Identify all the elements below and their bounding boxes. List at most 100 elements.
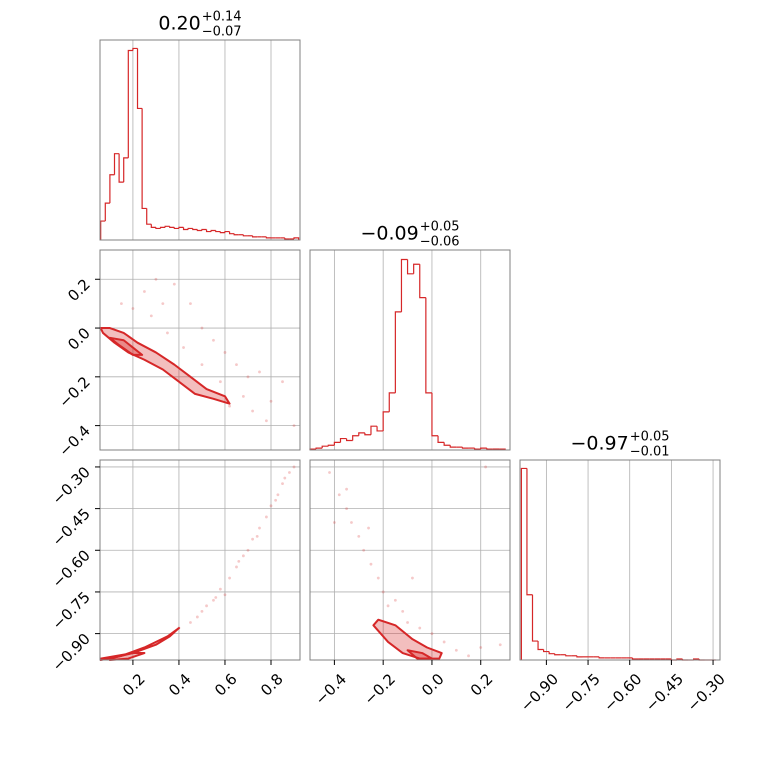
sample-point — [218, 587, 222, 591]
x-tick-label: 0.6 — [211, 670, 241, 700]
y-tick-label: −0.4 — [55, 422, 93, 460]
sample-point — [345, 507, 348, 511]
hist-step — [265, 236, 272, 239]
sample-point — [454, 648, 458, 652]
sample-point — [235, 565, 238, 569]
x-tick-label: −0.90 — [517, 670, 562, 715]
hist-step — [376, 426, 384, 432]
sample-point — [246, 548, 250, 552]
x-tick-label: −0.2 — [360, 670, 398, 708]
sample-point — [195, 615, 199, 619]
hist-step — [443, 442, 451, 446]
sample-point — [274, 498, 278, 502]
hist-step — [520, 467, 527, 660]
hist-step — [141, 108, 147, 210]
hist-step — [486, 448, 493, 450]
hist-step — [461, 447, 469, 449]
sample-point — [393, 598, 397, 602]
sample-point — [120, 302, 123, 306]
title-upper: +0.05 — [420, 220, 460, 235]
y-tick-label: −0.2 — [55, 373, 93, 411]
sample-point — [386, 604, 390, 608]
hist-step — [293, 237, 300, 240]
x-tick-label: −0.45 — [642, 670, 687, 715]
hist-step — [382, 411, 390, 431]
hist-step — [109, 174, 115, 204]
x-tick-label: −0.60 — [600, 670, 645, 715]
sample-point — [212, 598, 215, 602]
sample-point — [258, 370, 261, 374]
sample-point — [369, 562, 373, 566]
hist-step — [192, 228, 198, 231]
sample-point — [131, 307, 135, 310]
sample-point — [218, 380, 222, 384]
sample-point — [328, 471, 331, 474]
hist-step — [425, 297, 432, 394]
hist-step — [182, 227, 189, 231]
hist-step — [127, 49, 133, 158]
hist-step — [576, 655, 583, 658]
sample-point — [288, 471, 291, 474]
sample-point — [251, 537, 254, 541]
sample-point — [345, 487, 348, 491]
hist-step — [388, 392, 396, 412]
contour — [372, 618, 443, 660]
y-tick-label: 0.0 — [64, 324, 94, 354]
hist-step — [449, 445, 457, 448]
hist-step — [100, 220, 106, 240]
sample-point — [367, 526, 370, 530]
sample-point — [467, 654, 470, 658]
sample-point — [235, 363, 238, 367]
sample-point — [143, 290, 146, 293]
hist-step — [173, 227, 179, 230]
sample-point — [212, 338, 215, 342]
sample-point — [269, 399, 273, 403]
sample-point — [281, 482, 284, 486]
hist-step — [364, 432, 371, 436]
sample-point — [223, 351, 227, 354]
sample-point — [214, 596, 218, 599]
hist-step — [164, 225, 170, 228]
sample-point — [246, 375, 250, 379]
hist-step — [565, 654, 572, 657]
hist-step — [210, 229, 216, 232]
hist-step — [228, 231, 235, 235]
sample-point — [292, 424, 296, 428]
hist-step — [104, 202, 110, 222]
hist-step — [598, 656, 605, 659]
hist-step — [224, 230, 230, 233]
y-tick-label: 0.2 — [64, 275, 94, 305]
hist-step — [284, 237, 290, 240]
sample-point — [376, 576, 380, 580]
sample-point — [332, 521, 336, 524]
sample-point — [241, 554, 245, 558]
hist-step — [543, 649, 550, 653]
sample-point — [258, 526, 261, 530]
hist-step — [113, 153, 120, 175]
sample-point — [172, 282, 176, 286]
hist-step — [394, 311, 402, 393]
hist-step — [150, 224, 156, 228]
title-lower: −0.01 — [630, 445, 670, 460]
hist-step — [370, 425, 378, 435]
hist-step — [201, 228, 207, 231]
hist-step — [474, 448, 481, 450]
panel-frame — [519, 459, 721, 661]
x-tick-label: 0.2 — [119, 670, 149, 700]
contour — [108, 336, 144, 356]
sample-point — [381, 590, 385, 594]
hist-step — [358, 432, 365, 436]
sample-point — [269, 504, 273, 508]
sample-point — [223, 593, 227, 597]
sample-point — [205, 604, 208, 608]
sample-point — [255, 534, 259, 538]
hist-step — [531, 594, 539, 642]
x-tick-label: −0.4 — [312, 670, 350, 708]
hist-step — [352, 435, 359, 441]
hist-step — [321, 445, 329, 449]
sample-point — [189, 302, 192, 306]
sample-point — [154, 277, 158, 281]
contour — [108, 652, 146, 661]
panel-title: 0.20 — [158, 13, 200, 35]
